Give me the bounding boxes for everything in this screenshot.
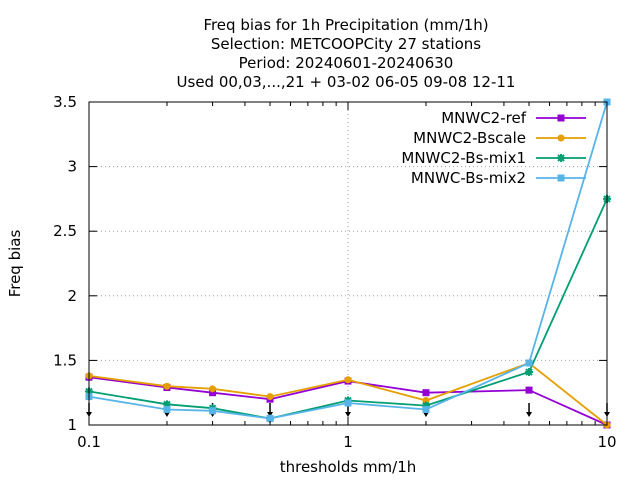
data-point-mnwc2-ref [422, 389, 430, 397]
y-tick-label: 3.5 [53, 93, 77, 111]
y-axis-label: Freq bias [6, 230, 24, 298]
legend-label-mnwc2-bscale: MNWC2-Bscale [413, 129, 526, 147]
data-point-mnwc2-bscale [266, 393, 274, 401]
y-tick-label: 1 [67, 416, 77, 434]
series-line-mnwc2-bscale [88, 361, 608, 426]
data-point-mnwc-bs-mix2 [209, 407, 217, 415]
threshold-marker-head [526, 412, 533, 417]
data-point-mnwc2-bs-mix1 [525, 368, 534, 377]
data-point-mnwc2-ref [525, 386, 533, 394]
data-point-mnwc2-ref [209, 389, 217, 397]
y-tick-label: 2.5 [53, 222, 77, 240]
legend-label-mnwc-bs-mix2: MNWC-Bs-mix2 [411, 169, 526, 187]
data-point-mnwc-bs-mix2 [266, 415, 274, 423]
x-tick-label: 1 [343, 433, 353, 451]
legend-marker-mnwc2-bscale [557, 134, 565, 142]
chart-title-line: Selection: METCOOPCity 27 stations [211, 35, 481, 53]
x-axis-label: thresholds mm/1h [280, 458, 417, 476]
chart-title: Freq bias for 1h Precipitation (mm/1h)Se… [177, 16, 516, 91]
data-point-mnwc2-bscale [163, 382, 171, 390]
data-point-mnwc-bs-mix2 [163, 405, 171, 413]
legend-marker-mnwc-bs-mix2 [557, 174, 565, 182]
legend-label-mnwc2-bs-mix1: MNWC2-Bs-mix1 [401, 149, 526, 167]
axis-ticks: 11.522.533.50.1 1 10 [53, 93, 616, 451]
data-point-mnwc2-bscale [209, 385, 217, 393]
threshold-marker-head [267, 412, 274, 417]
series-line-mnwc-bs-mix2 [88, 101, 608, 420]
chart-title-line: Used 00,03,...,21 + 03-02 06-05 09-08 12… [177, 73, 516, 91]
legend: MNWC2-ref MNWC2-Bscale MNWC2-Bs-mix1 MNWC-B… [401, 109, 586, 187]
data-point-mnwc-bs-mix2 [525, 359, 533, 367]
chart-title-line: Period: 20240601-20240630 [239, 54, 454, 72]
threshold-marker-head [163, 412, 170, 417]
legend-marker-mnwc2-bs-mix1-d2 [557, 154, 565, 162]
series-lines [85, 98, 611, 429]
series-line-mnwc2-bs-mix1 [88, 198, 608, 420]
chart-title-line: Freq bias for 1h Precipitation (mm/1h) [203, 16, 488, 34]
data-point-mnwc2-bs-mix1-d2 [525, 368, 533, 376]
x-tick-label: 10 [597, 433, 616, 451]
data-point-mnwc-bs-mix2 [344, 399, 352, 407]
y-tick-label: 3 [67, 158, 77, 176]
series-mnwc2-bscale [85, 359, 611, 429]
y-tick-label: 2 [67, 287, 77, 305]
data-point-mnwc-bs-mix2 [422, 405, 430, 413]
data-point-mnwc2-bscale [344, 376, 352, 384]
x-tick-label: 0.1 [77, 433, 101, 451]
series-line-mnwc2-ref [88, 376, 608, 426]
legend-marker-mnwc2-bs-mix1 [557, 154, 565, 162]
y-tick-label: 1.5 [53, 351, 77, 369]
legend-label-mnwc2-ref: MNWC2-ref [441, 109, 526, 127]
threshold-marker-head [345, 412, 351, 417]
data-point-mnwc2-bscale [422, 396, 430, 404]
legend-marker-mnwc2-ref [557, 114, 565, 122]
threshold-marker-head [422, 412, 429, 417]
